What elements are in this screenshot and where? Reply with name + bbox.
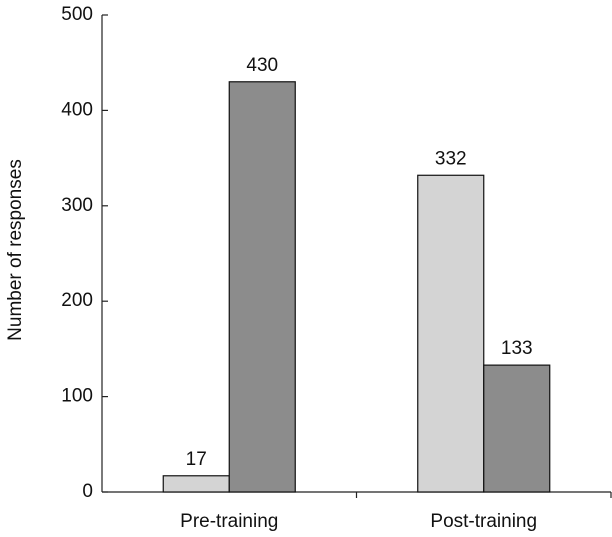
value-label: 17 bbox=[186, 449, 207, 470]
y-tick-label: 0 bbox=[82, 481, 93, 502]
bar bbox=[228, 81, 296, 493]
value-label: 133 bbox=[501, 338, 533, 359]
y-axis-label: Number of responses bbox=[5, 159, 26, 341]
y-tick-label: 200 bbox=[61, 290, 93, 311]
x-tick-label: Post-training bbox=[430, 511, 537, 532]
value-label: 332 bbox=[435, 148, 467, 169]
y-tick-label: 100 bbox=[61, 386, 93, 407]
bar bbox=[162, 475, 230, 493]
bar bbox=[483, 364, 551, 493]
y-tick-label: 400 bbox=[61, 99, 93, 120]
y-tick-label: 500 bbox=[61, 4, 93, 25]
bar bbox=[417, 174, 485, 493]
y-tick-label: 300 bbox=[61, 195, 93, 216]
x-tick-label: Pre-training bbox=[180, 511, 278, 532]
value-label: 430 bbox=[246, 55, 278, 76]
